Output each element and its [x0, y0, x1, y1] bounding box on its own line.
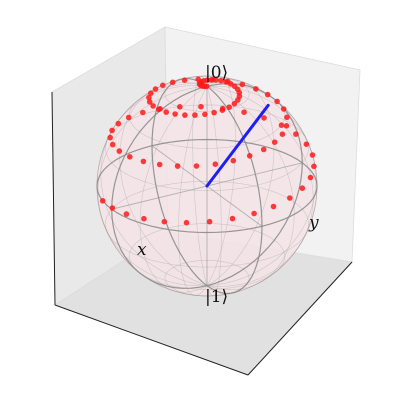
trajectory-point — [223, 79, 229, 85]
y-axis-label: y — [308, 213, 319, 233]
trajectory-point — [283, 123, 290, 129]
trajectory-point — [156, 161, 163, 168]
trajectory-point — [274, 98, 280, 105]
trajectory-point — [261, 115, 267, 121]
trajectory-point — [107, 134, 113, 141]
trajectory-point — [116, 148, 123, 154]
trajectory-point — [181, 77, 188, 83]
trajectory-point — [152, 86, 159, 92]
axis-edge-front-right — [247, 261, 353, 376]
trajectory-point — [260, 146, 267, 153]
trajectory-point — [307, 174, 314, 181]
south-pole-label: |1⟩ — [205, 287, 228, 307]
trajectory-point — [208, 77, 215, 83]
trajectory-point — [146, 94, 152, 101]
trajectory-point — [140, 158, 147, 165]
trajectory-point — [241, 109, 247, 115]
north-pole-label: |0⟩ — [205, 63, 228, 83]
trajectory-point — [109, 127, 115, 134]
trajectory-point — [169, 79, 176, 86]
trajectory-point — [231, 100, 238, 107]
trajectory-point — [311, 163, 317, 170]
trajectory-point — [230, 157, 237, 164]
trajectory-point — [211, 109, 217, 116]
state-trajectory — [99, 76, 317, 226]
trajectory-point — [253, 86, 259, 92]
trajectory-point — [280, 106, 287, 112]
sphere-wireframe — [96, 75, 318, 297]
trajectory-point — [99, 198, 106, 204]
trajectory-point — [182, 112, 188, 118]
trajectory-point — [141, 215, 147, 222]
trajectory-point — [299, 185, 306, 191]
trajectory-point — [123, 211, 130, 217]
trajectory-point — [109, 141, 116, 148]
trajectory-point — [271, 139, 278, 145]
trajectory-point — [140, 109, 146, 116]
trajectory-point — [279, 131, 286, 137]
axis-edge-left-vertical — [51, 91, 56, 306]
trajectory-point — [293, 131, 299, 137]
trajectory-point — [155, 106, 162, 113]
trajectory-point — [218, 77, 224, 84]
trajectory-point — [109, 205, 116, 211]
trajectory-point — [125, 114, 132, 121]
trajectory-point — [219, 107, 226, 113]
trajectory-point — [204, 83, 210, 90]
trajectory-point — [192, 112, 198, 118]
trajectory-point — [146, 99, 153, 105]
state-vector — [205, 103, 270, 188]
trajectory-point — [150, 103, 156, 109]
x-axis-label: x — [137, 240, 147, 260]
trajectory-point — [264, 91, 271, 98]
trajectory-point — [246, 153, 253, 159]
trajectory-point — [309, 152, 316, 158]
trajectory-point — [303, 141, 310, 147]
trajectory-point — [212, 161, 219, 167]
trajectory-point — [183, 219, 190, 226]
trajectory-point — [174, 163, 181, 169]
trajectory-point — [278, 122, 285, 128]
trajectory-point — [148, 90, 154, 96]
trajectory-point — [213, 77, 219, 83]
trajectory-point — [160, 82, 166, 89]
trajectory-point — [161, 218, 168, 225]
axis-edge-front-left — [54, 304, 249, 376]
trajectory-point — [239, 81, 246, 88]
trajectory-point — [198, 103, 204, 110]
trajectory-point — [226, 104, 232, 110]
trajectory-point — [172, 111, 178, 117]
trajectory-point — [193, 163, 200, 169]
trajectory-point — [229, 215, 236, 222]
trajectory-point — [163, 109, 169, 115]
trajectory-point — [287, 195, 293, 201]
trajectory-point — [206, 218, 213, 225]
trajectory-point — [270, 203, 277, 210]
trajectory-point — [177, 104, 183, 110]
trajectory-point — [127, 154, 133, 160]
trajectory-point — [284, 114, 290, 121]
trajectory-point — [227, 81, 234, 87]
trajectory-point — [202, 111, 208, 118]
trajectory-point — [251, 210, 257, 217]
trajectory-point — [115, 120, 122, 127]
